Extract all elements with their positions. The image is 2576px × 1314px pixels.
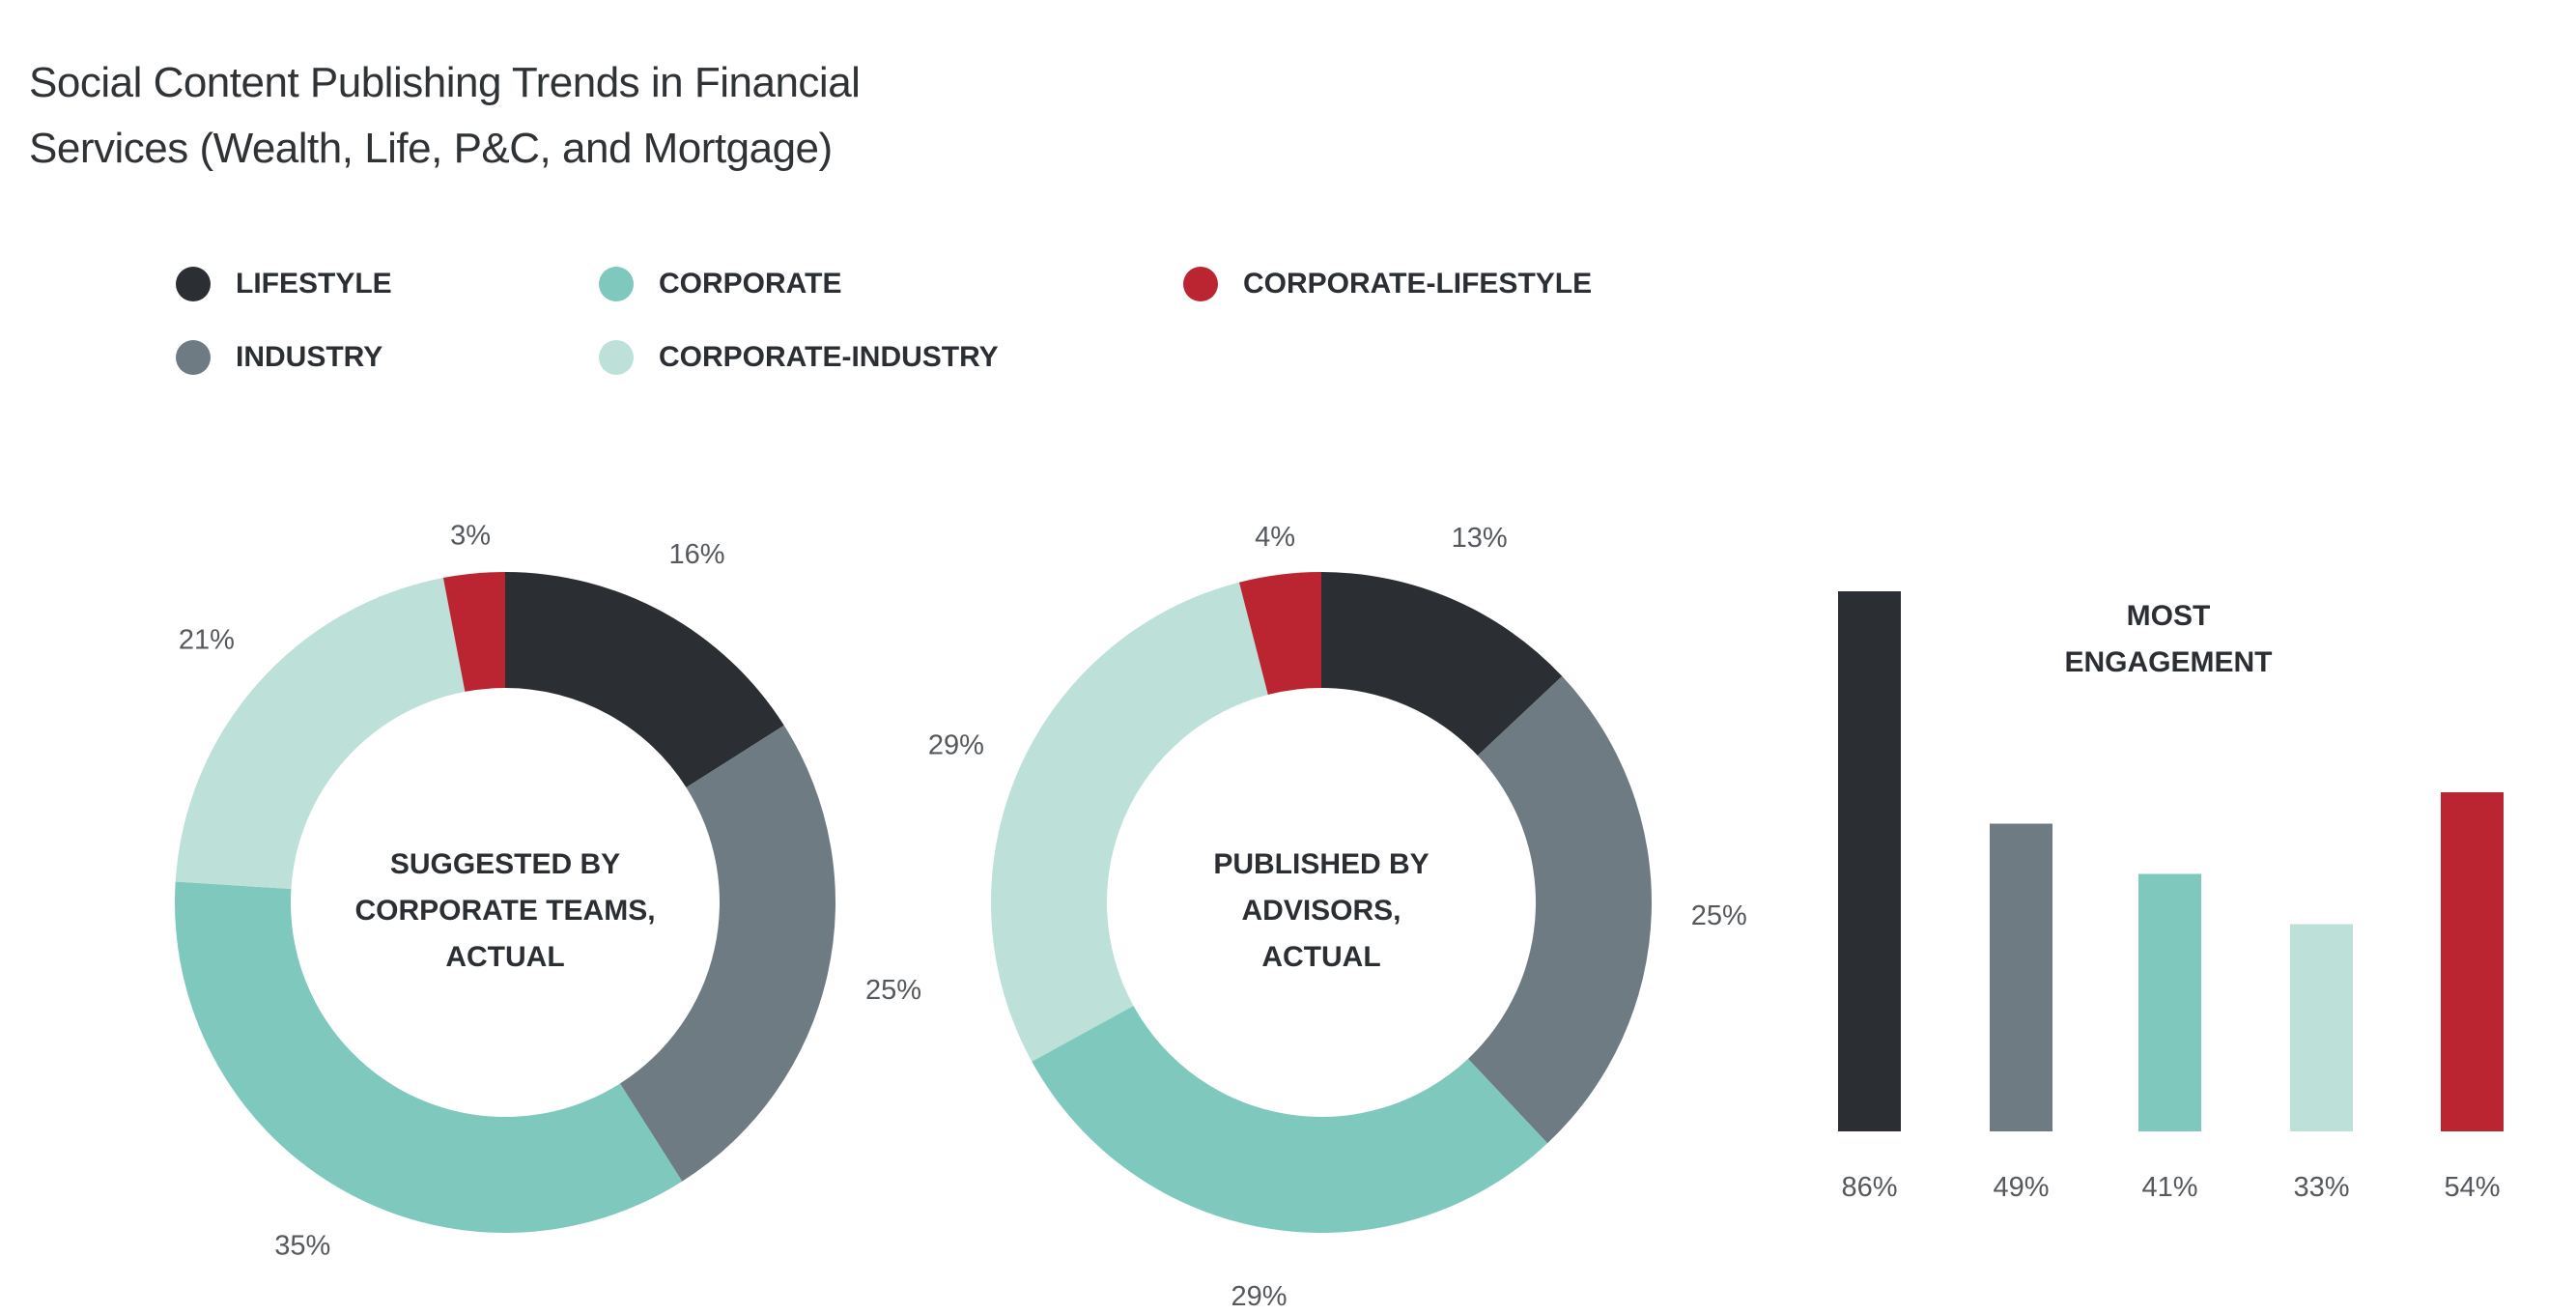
bar-value-label: 41% [2141, 1172, 2197, 1203]
donut-center-label: ACTUAL [445, 941, 564, 973]
donut-segment-corporate-industry [991, 582, 1268, 1062]
legend-swatch-icon [176, 267, 211, 301]
donut-center-label: ACTUAL [1261, 941, 1380, 973]
title-line-2: Services (Wealth, Life, P&C, and Mortgag… [29, 125, 833, 172]
legend-label: CORPORATE-LIFESTYLE [1243, 268, 1593, 300]
legend-item-corporate-industry: CORPORATE-INDUSTRY [599, 340, 999, 375]
bar-value-label: 33% [2293, 1172, 2349, 1203]
donut-segment-industry [619, 725, 835, 1182]
bar-industry [1990, 823, 2052, 1131]
donut-segment-corporate [1032, 1005, 1548, 1233]
donut-segment-corporate-lifestyle [442, 572, 505, 692]
donut-value-label: 35% [274, 1231, 330, 1262]
legend-label: CORPORATE [659, 268, 842, 300]
donut-center-label: SUGGESTED BY [390, 848, 620, 880]
bar-value-label: 49% [1993, 1172, 2049, 1203]
donut-center-label: CORPORATE TEAMS, [354, 895, 655, 927]
legend-item-industry: INDUSTRY [176, 340, 382, 375]
bar-corporate-industry [2290, 924, 2353, 1131]
title-line-1: Social Content Publishing Trends in Fina… [29, 59, 861, 106]
bar-chart-title: MOST [2127, 600, 2211, 632]
donut-value-label: 3% [450, 521, 491, 552]
donut-center-label: PUBLISHED BY [1213, 848, 1429, 880]
legend-item-corporate-lifestyle: CORPORATE-LIFESTYLE [1183, 267, 1592, 301]
bar-value-label: 86% [1841, 1172, 1897, 1203]
legend-label: CORPORATE-INDUSTRY [659, 341, 999, 373]
legend-swatch-icon [599, 267, 634, 301]
bar-corporate [2138, 873, 2201, 1131]
donut-center-label: ADVISORS, [1241, 895, 1401, 927]
donut-segment-lifestyle [505, 572, 784, 788]
donut-value-label: 4% [1255, 522, 1295, 553]
legend-swatch-icon [1183, 267, 1218, 301]
donut-value-label: 21% [179, 625, 235, 656]
donut-segment-industry [1467, 675, 1653, 1144]
legend-item-corporate: CORPORATE [599, 267, 841, 301]
donut-value-label: 16% [668, 539, 724, 570]
donut-segment-corporate-lifestyle [1238, 572, 1321, 695]
donut-value-label: 25% [1691, 900, 1747, 931]
bar-chart-title: ENGAGEMENT [2064, 646, 2272, 678]
legend-label: LIFESTYLE [236, 268, 392, 300]
chart-title: Social Content Publishing Trends in Fina… [29, 50, 861, 182]
donut-segment-lifestyle [1321, 572, 1563, 757]
legend-item-lifestyle: LIFESTYLE [176, 267, 392, 301]
legend-swatch-icon [599, 340, 634, 375]
donut-value-label: 29% [1231, 1281, 1288, 1312]
donut-value-label: 13% [1452, 523, 1508, 554]
bar-lifestyle [1838, 591, 1901, 1131]
donut-value-label: 25% [865, 975, 921, 1006]
donut-value-label: 29% [928, 729, 984, 760]
legend-swatch-icon [176, 340, 211, 375]
bar-value-label: 54% [2444, 1172, 2500, 1203]
donut-segment-corporate-industry [175, 578, 466, 890]
bar-corporate-lifestyle [2441, 792, 2504, 1131]
legend-label: INDUSTRY [236, 341, 383, 373]
donut-segment-corporate [175, 881, 683, 1233]
